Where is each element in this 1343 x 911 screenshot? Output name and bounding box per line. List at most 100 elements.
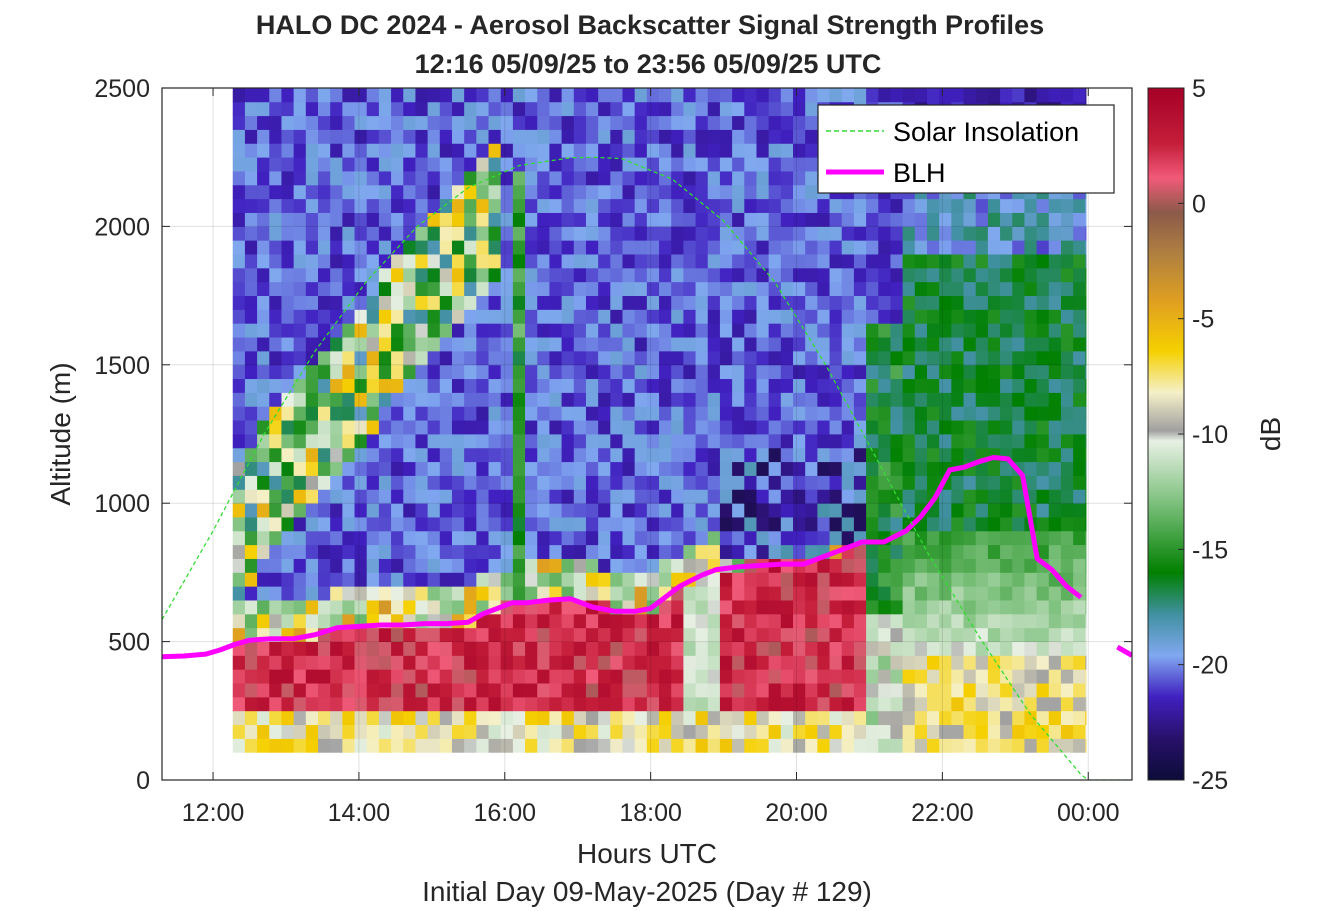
colorbar-tick-label: -15 [1192, 536, 1228, 564]
heatmap-cell [866, 641, 879, 656]
heatmap-cell [244, 281, 258, 296]
heatmap-cell [598, 683, 611, 698]
heatmap-cell [744, 627, 757, 642]
heatmap-cell [269, 517, 282, 532]
heatmap-cell [719, 88, 733, 103]
heatmap-cell [488, 184, 502, 200]
heatmap-cell [793, 655, 806, 670]
heatmap-cell [866, 461, 879, 476]
heatmap-cell [561, 461, 575, 476]
heatmap-cell [805, 198, 818, 213]
heatmap-cell [1073, 434, 1086, 449]
y-tick-label: 1500 [94, 352, 150, 380]
heatmap-cell [525, 101, 538, 117]
heatmap-cell [610, 517, 623, 532]
heatmap-cell [1048, 240, 1062, 255]
heatmap-cell [500, 157, 514, 172]
heatmap-cell [878, 198, 891, 213]
heatmap-cell [451, 364, 465, 380]
heatmap-cell [805, 88, 818, 103]
heatmap-cell [585, 267, 599, 283]
heatmap-cell [951, 586, 964, 601]
heatmap-cell [257, 613, 270, 629]
heatmap-cell [257, 655, 270, 670]
heatmap-cell [1085, 683, 1087, 698]
heatmap-cell [378, 406, 392, 421]
heatmap-cell [926, 586, 940, 601]
heatmap-cell [841, 323, 855, 338]
heatmap-cell [659, 198, 672, 213]
heatmap-cell [342, 572, 355, 587]
heatmap-cell [573, 323, 587, 338]
heatmap-cell [671, 198, 684, 213]
heatmap-cell [1085, 669, 1087, 684]
heatmap-cell [793, 600, 806, 615]
heatmap-cell [817, 198, 830, 213]
heatmap-cell [756, 309, 770, 324]
heatmap-cell [963, 669, 977, 684]
heatmap-cell [683, 434, 696, 449]
heatmap-cell [890, 738, 904, 753]
heatmap-cell [451, 226, 465, 241]
heatmap-cell [646, 406, 660, 421]
heatmap-cell [488, 696, 502, 712]
heatmap-cell [902, 558, 916, 573]
heatmap-cell [451, 240, 465, 255]
heatmap-cell [719, 586, 733, 601]
heatmap-cell [1073, 350, 1086, 366]
heatmap-cell [878, 281, 891, 296]
heatmap-cell [1085, 461, 1087, 476]
heatmap-cell [464, 489, 477, 504]
heatmap-cell [269, 101, 282, 117]
heatmap-cell [646, 503, 660, 518]
heatmap-cell [732, 461, 745, 476]
heatmap-cell [488, 295, 502, 310]
heatmap-cell [610, 489, 623, 504]
heatmap-cell [793, 641, 806, 656]
heatmap-cell [683, 350, 696, 366]
heatmap-cell [427, 530, 441, 546]
heatmap-cell [257, 447, 270, 463]
heatmap-cell [878, 461, 891, 476]
heatmap-cell [634, 198, 648, 213]
heatmap-cell [975, 572, 989, 587]
heatmap-cell [951, 267, 964, 283]
heatmap-cell [926, 641, 940, 656]
heatmap-cell [549, 613, 562, 629]
x-axis-ticks: 12:00 14:00 16:00 18:00 20:00 22:00 00:00 [182, 88, 1120, 827]
heatmap-cell [902, 475, 916, 490]
heatmap-cell [683, 309, 696, 324]
heatmap-cell [817, 226, 830, 241]
heatmap-cell [890, 600, 904, 615]
heatmap-cell [890, 669, 904, 684]
heatmap-cell [318, 309, 331, 324]
heatmap-cell [610, 378, 623, 393]
heatmap-cell [451, 683, 465, 698]
heatmap-cell [281, 392, 295, 407]
heatmap-cell [683, 115, 696, 130]
heatmap-cell [719, 738, 733, 753]
heatmap-cell [293, 503, 307, 518]
heatmap-cell [427, 641, 441, 656]
heatmap-cell [464, 129, 477, 144]
heatmap-cell [768, 710, 782, 726]
heatmap-cell [244, 724, 258, 739]
heatmap-cell [293, 572, 307, 587]
heatmap-cell [902, 503, 916, 518]
heatmap-cell [963, 517, 977, 532]
heatmap-cell [926, 627, 940, 642]
heatmap-cell [963, 254, 977, 269]
heatmap-cell [439, 226, 453, 241]
heatmap-cell [403, 572, 416, 587]
heatmap-cell [330, 558, 343, 573]
heatmap-cell [951, 281, 964, 296]
heatmap-cell [1000, 337, 1013, 352]
heatmap-cell [890, 378, 904, 393]
heatmap-cell [244, 364, 258, 380]
heatmap-cell [1012, 434, 1025, 449]
heatmap-cell [683, 198, 696, 213]
heatmap-cell [805, 309, 818, 324]
heatmap-cell [439, 683, 453, 698]
heatmap-cell [732, 696, 745, 712]
heatmap-cell [732, 724, 745, 739]
